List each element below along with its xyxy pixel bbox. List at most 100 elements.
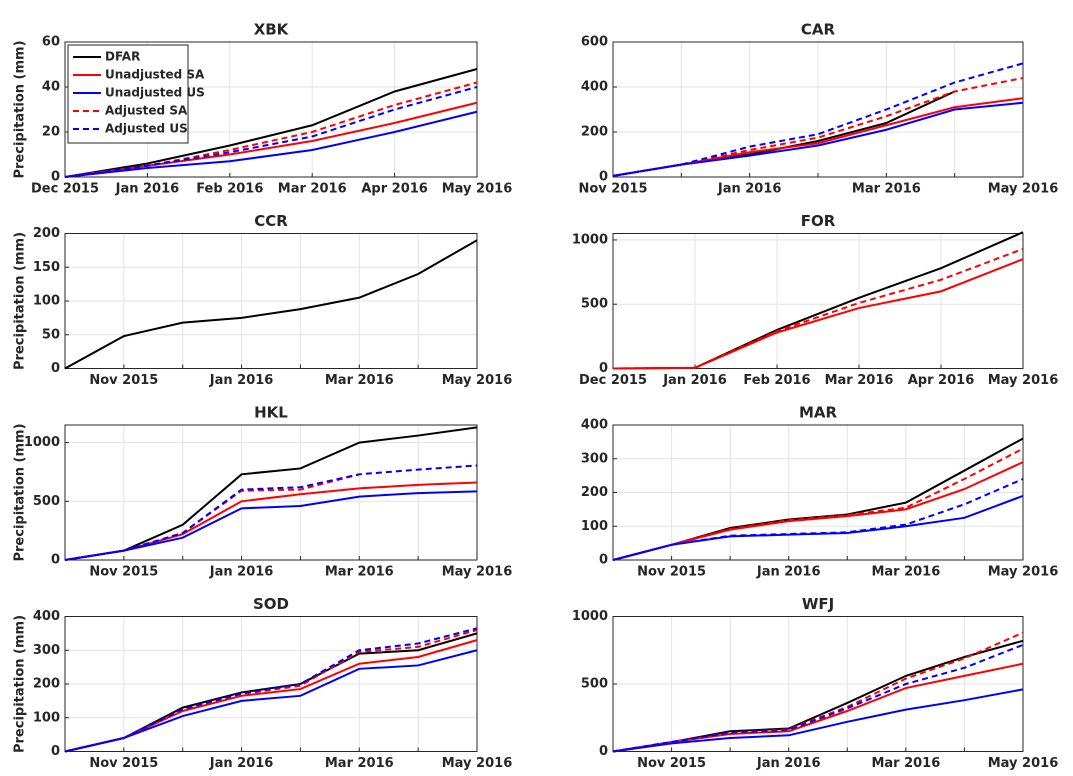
legend-label: Adjusted SA [105, 104, 188, 118]
x-tick-label: May 2016 [988, 373, 1059, 388]
y-tick-label: 20 [42, 125, 60, 140]
y-tick-label: 500 [581, 677, 608, 692]
series-line [612, 478, 1024, 561]
series-line [612, 77, 1024, 177]
plot-frame [612, 233, 1024, 369]
x-tick-label: Jan 2016 [756, 756, 821, 771]
x-tick-label: Mar 2016 [871, 565, 940, 580]
series-line [64, 81, 478, 178]
series-line [64, 490, 478, 561]
x-tick-label: Feb 2016 [743, 373, 810, 388]
y-tick-label: 0 [51, 361, 60, 376]
x-tick-label: Jan 2016 [209, 565, 274, 580]
x-tick-label: Jan 2016 [209, 373, 274, 388]
legend-label: DFAR [105, 50, 140, 64]
y-tick-label: 0 [599, 553, 608, 568]
x-tick-label: Mar 2016 [278, 182, 347, 197]
x-tick-label: Nov 2015 [637, 565, 706, 580]
series-line [612, 643, 1024, 753]
panel-title: XBK [254, 21, 290, 39]
y-tick-label: 1000 [572, 609, 608, 624]
y-tick-label: 0 [599, 744, 608, 759]
legend-label: Unadjusted SA [105, 68, 205, 82]
x-tick-label: Nov 2015 [89, 756, 158, 771]
series-line [64, 627, 478, 753]
y-axis-label: Precipitation (mm) [13, 615, 28, 753]
y-tick-label: 0 [599, 361, 608, 376]
x-tick-label: May 2016 [988, 756, 1059, 771]
series-line [64, 239, 478, 370]
plot-frame [612, 41, 1024, 178]
y-tick-label: 400 [581, 418, 608, 433]
series-line [64, 639, 478, 753]
panel-title: WFJ [802, 595, 834, 613]
y-tick-label: 100 [33, 294, 60, 309]
series-line [612, 258, 1024, 370]
x-tick-label: Mar 2016 [871, 756, 940, 771]
series-line [64, 68, 478, 178]
x-tick-label: May 2016 [442, 373, 513, 388]
y-tick-label: 0 [599, 170, 608, 185]
series-line [612, 437, 1024, 561]
x-tick-label: May 2016 [988, 182, 1059, 197]
x-tick-label: Dec 2015 [579, 373, 647, 388]
x-tick-label: Jan 2016 [662, 373, 727, 388]
x-tick-label: May 2016 [442, 182, 513, 197]
y-axis-label: Precipitation (mm) [13, 40, 28, 178]
x-tick-label: Mar 2016 [825, 373, 894, 388]
x-tick-label: Nov 2015 [579, 182, 648, 197]
y-tick-label: 100 [33, 710, 60, 725]
legend-label: Adjusted US [105, 122, 188, 136]
y-tick-label: 1000 [572, 232, 608, 247]
panel-title: FOR [801, 212, 836, 230]
x-tick-label: May 2016 [442, 756, 513, 771]
series-line [612, 101, 1024, 177]
y-tick-label: 50 [42, 327, 60, 342]
x-tick-label: Jan 2016 [756, 565, 821, 580]
panel-title: SOD [253, 595, 289, 613]
y-tick-label: 400 [581, 80, 608, 95]
y-tick-label: 600 [581, 35, 608, 50]
y-tick-label: 1000 [24, 435, 60, 450]
series-line [64, 426, 478, 561]
y-tick-label: 300 [33, 643, 60, 658]
series-line [612, 631, 1024, 753]
y-tick-label: 200 [33, 677, 60, 692]
x-tick-label: Jan 2016 [115, 182, 180, 197]
x-tick-label: Apr 2016 [908, 373, 975, 388]
y-tick-label: 0 [51, 553, 60, 568]
plot-frame [64, 424, 478, 561]
y-tick-label: 500 [33, 494, 60, 509]
series-line [612, 247, 1024, 370]
x-tick-label: Nov 2015 [89, 373, 158, 388]
y-tick-label: 60 [42, 35, 60, 50]
plot-frame [64, 233, 478, 369]
series-line [612, 662, 1024, 753]
y-tick-label: 200 [581, 125, 608, 140]
series-line [612, 688, 1024, 753]
legend-label: Unadjusted US [105, 86, 205, 100]
series-line [64, 473, 360, 561]
series-line [64, 629, 478, 753]
series-line [64, 110, 478, 178]
x-tick-label: Nov 2015 [637, 756, 706, 771]
panel-title: HKL [254, 404, 288, 422]
x-tick-label: Jan 2016 [717, 182, 782, 197]
series-line [64, 86, 478, 178]
x-tick-label: May 2016 [442, 565, 513, 580]
x-tick-label: Mar 2016 [852, 182, 921, 197]
x-tick-label: Dec 2015 [31, 182, 99, 197]
panel-title: CAR [801, 21, 836, 39]
plot-frame [64, 616, 478, 752]
series-line [64, 649, 478, 753]
y-tick-label: 400 [33, 609, 60, 624]
series-line [612, 62, 1024, 177]
plot-frame [612, 616, 1024, 752]
y-tick-label: 500 [581, 297, 608, 312]
panel-title: MAR [799, 404, 838, 422]
y-tick-label: 0 [51, 170, 60, 185]
series-line [612, 231, 1024, 370]
x-tick-label: Nov 2015 [89, 565, 158, 580]
y-tick-label: 200 [581, 485, 608, 500]
